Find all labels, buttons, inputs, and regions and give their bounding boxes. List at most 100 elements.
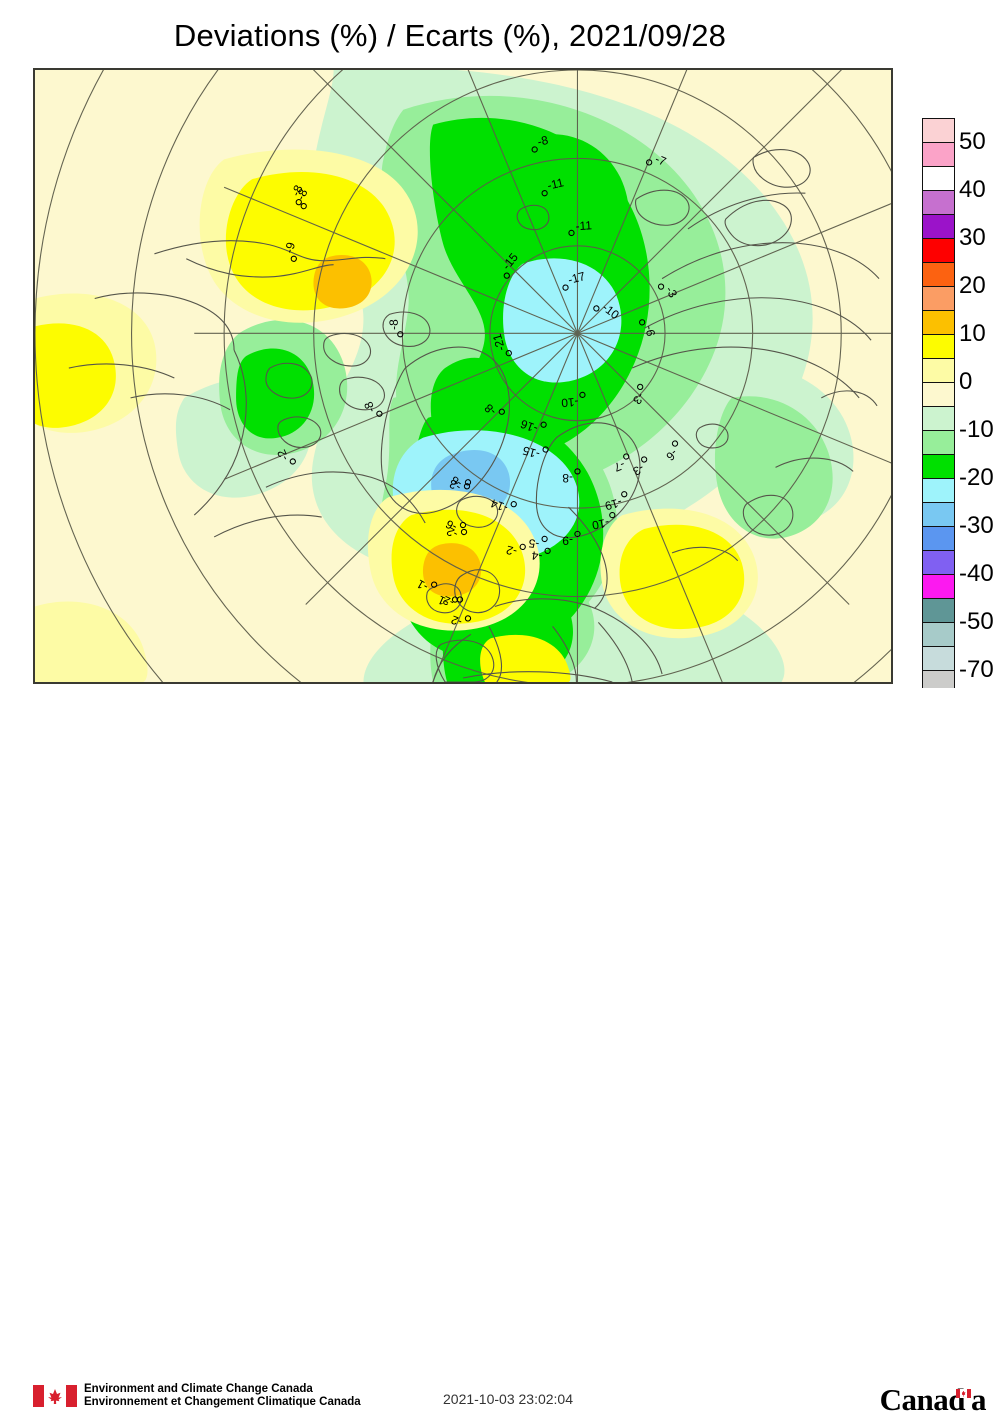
colorbar-band	[922, 646, 955, 670]
station-plot: -9	[282, 240, 298, 262]
colorbar-band	[922, 310, 955, 334]
station-marker	[503, 272, 510, 279]
station-plot: -15	[521, 443, 549, 461]
station-plot: -6	[639, 319, 658, 338]
station-plot: -16	[518, 417, 547, 436]
station-marker	[541, 190, 548, 197]
colorbar-band	[922, 190, 955, 214]
station-plot: -17	[562, 269, 587, 291]
station-marker	[641, 456, 648, 463]
colorbar-band	[922, 238, 955, 262]
station-value-label: -11	[546, 175, 565, 192]
station-marker	[295, 199, 302, 206]
wordmark-flag-icon	[956, 1389, 971, 1398]
colorbar-band	[922, 214, 955, 238]
station-marker	[463, 483, 471, 490]
canada-wordmark: Canad a	[879, 1382, 987, 1417]
station-marker	[621, 491, 628, 498]
station-marker	[460, 528, 468, 536]
agency-name-fr: Environnement et Changement Climatique C…	[84, 1395, 361, 1408]
station-marker	[430, 581, 438, 588]
station-plot: -10	[591, 511, 616, 532]
colorbar-band	[922, 166, 955, 190]
station-value-label: -21	[490, 332, 508, 353]
station-marker	[505, 350, 512, 357]
station-marker	[544, 547, 551, 554]
station-value-label: -11	[575, 218, 593, 233]
generation-timestamp: 2021-10-03 23:02:04	[443, 1391, 573, 1407]
colorbar-tick-label: 50	[959, 128, 986, 155]
station-plot: -8	[562, 468, 581, 485]
station-marker	[579, 391, 586, 399]
colorbar[interactable]: 50 40 30 20 10 0 -10 -20 -30 -40 -50 -70	[922, 118, 994, 694]
station-marker	[623, 453, 630, 460]
station-marker	[609, 511, 616, 519]
station-marker	[574, 530, 581, 538]
station-marker	[540, 421, 547, 428]
colorbar-tick-label: 20	[959, 272, 986, 299]
station-marker	[510, 501, 517, 508]
colorbar-band	[922, 406, 955, 430]
colorbar-band	[922, 454, 955, 478]
station-plot: -5	[527, 535, 548, 552]
colorbar-tick-label: 10	[959, 320, 986, 347]
canada-flag-icon	[33, 1385, 77, 1407]
canada-wordmark-text: Canad	[879, 1382, 966, 1417]
station-value-label: -2	[449, 612, 464, 629]
map-panel[interactable]: -11 -11 -8 -7 -3 -15 -17 -10 -6 -21 -3 -8 -10 -3 -16 -6…	[33, 68, 893, 684]
colorbar-band	[922, 430, 955, 454]
station-marker	[289, 458, 296, 465]
station-value-label: -16	[518, 417, 539, 436]
station-value-label: -15	[521, 443, 542, 461]
station-marker	[376, 410, 383, 417]
station-marker	[397, 331, 404, 338]
colorbar-band	[922, 478, 955, 502]
station-value-label: -10	[591, 515, 611, 532]
colorbar-tick-label: -20	[959, 464, 994, 491]
station-value-label: -2	[504, 543, 518, 559]
station-marker	[657, 283, 665, 290]
station-plot: -21	[490, 332, 512, 357]
station-plot: -19	[603, 491, 628, 513]
station-marker	[562, 284, 569, 291]
colorbar-band	[922, 550, 955, 574]
colorbar-tick-label: 30	[959, 224, 986, 251]
station-value-label: -9	[282, 240, 298, 254]
station-marker	[456, 596, 464, 603]
colorbar-band	[922, 526, 955, 550]
station-value-label: -6	[642, 325, 658, 338]
colorbar-tick-label: -10	[959, 416, 994, 443]
station-plot: -8	[531, 133, 550, 153]
station-value-label: -8	[562, 471, 573, 485]
colorbar-band	[922, 334, 955, 358]
station-plot: -14	[488, 496, 517, 515]
station-value-label: -19	[603, 495, 624, 513]
station-value-label: -4	[530, 548, 543, 563]
colorbar-band	[922, 382, 955, 406]
colorbar-band	[922, 286, 955, 310]
colorbar-band	[922, 358, 955, 382]
footer: Environment and Climate Change Canada En…	[0, 688, 1000, 1417]
agency-name-en: Environment and Climate Change Canada	[84, 1383, 313, 1395]
station-plot: -4	[530, 547, 551, 564]
station-marker	[541, 535, 548, 543]
station-plot: -11	[568, 218, 593, 237]
station-marker	[464, 615, 472, 622]
station-marker	[639, 319, 646, 326]
station-marker	[498, 408, 505, 415]
colorbar-tick-label: 40	[959, 176, 986, 203]
colorbar-band	[922, 142, 955, 166]
page-title: Deviations (%) / Ecarts (%), 2021/09/28	[173, 18, 727, 53]
station-marker	[671, 440, 679, 447]
colorbar-tick-label: -30	[959, 512, 994, 539]
station-value-label: -17	[566, 269, 587, 287]
station-value-label: -8	[536, 133, 550, 149]
station-marker	[574, 468, 581, 475]
station-value-label: -8	[387, 319, 401, 330]
agency-name: Environment and Climate Change Canada En…	[84, 1383, 361, 1408]
station-plot: -2	[449, 612, 472, 629]
station-marker	[459, 521, 467, 529]
station-marker	[645, 159, 653, 166]
colorbar-band	[922, 502, 955, 526]
anomaly-map: -11-11-8-7-3-15-17-10-6-21-3-8 -10-3-16-6…	[35, 70, 891, 682]
